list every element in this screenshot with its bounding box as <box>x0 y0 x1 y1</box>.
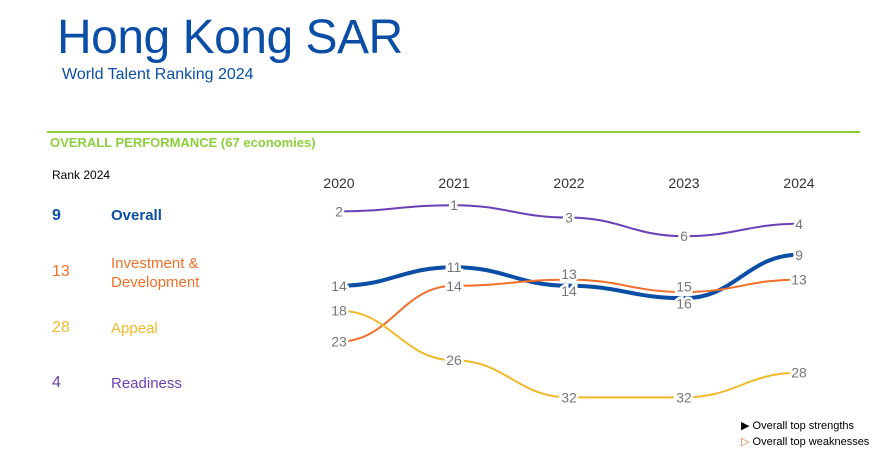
data-label: 28 <box>791 365 807 381</box>
series-line <box>338 204 800 238</box>
legend-strengths: ▶ Overall top strengths <box>741 419 854 432</box>
x-tick-label: 2023 <box>668 175 699 191</box>
investment-label: Investment & Development <box>111 254 199 292</box>
overall-rank: 9 <box>52 207 61 224</box>
x-tick-label: 2020 <box>323 175 354 191</box>
overall-label: Overall <box>111 207 162 224</box>
readiness-label: Readiness <box>111 375 182 392</box>
data-label: 6 <box>680 228 688 244</box>
data-label: 32 <box>676 389 692 405</box>
filled-triangle-icon: ▶ <box>741 420 750 432</box>
data-label: 1 <box>450 197 458 213</box>
rank-header: Rank 2024 <box>52 168 111 182</box>
data-label: 9 <box>795 247 803 263</box>
x-tick-label: 2021 <box>438 175 469 191</box>
data-label: 14 <box>561 283 577 299</box>
data-label: 15 <box>676 279 692 295</box>
data-label: 14 <box>446 278 462 294</box>
x-tick-label: 2024 <box>783 175 814 191</box>
appeal-rank: 28 <box>52 319 70 336</box>
page-subtitle: World Talent Ranking 2024 <box>62 66 254 83</box>
series-line <box>338 252 800 301</box>
section-title: OVERALL PERFORMANCE (67 economies) <box>50 135 316 150</box>
data-label: 23 <box>331 334 347 350</box>
series-line <box>338 309 800 399</box>
outline-triangle-icon: ▷ <box>741 436 750 448</box>
investment-rank: 13 <box>52 263 70 280</box>
section-divider <box>47 131 860 133</box>
investment-label-line1: Investment & <box>111 255 199 272</box>
data-label: 13 <box>561 266 577 282</box>
data-label: 3 <box>565 210 573 226</box>
investment-label-line2: Development <box>111 274 200 291</box>
x-tick-label: 2022 <box>553 175 584 191</box>
page-title: Hong Kong SAR <box>57 11 403 64</box>
appeal-label: Appeal <box>111 320 158 337</box>
data-label: 11 <box>447 259 462 275</box>
legend-weaknesses-label: Overall top weaknesses <box>752 436 870 448</box>
series-line <box>338 278 800 343</box>
legend-strengths-label: Overall top strengths <box>752 420 855 432</box>
data-label: 2 <box>335 203 343 219</box>
data-label: 18 <box>331 303 347 319</box>
data-label: 4 <box>795 216 803 232</box>
readiness-rank: 4 <box>52 374 61 391</box>
data-label: 26 <box>446 352 462 368</box>
data-label: 32 <box>561 389 577 405</box>
data-label: 14 <box>331 278 347 294</box>
data-label: 13 <box>791 272 807 288</box>
data-label: 16 <box>676 296 692 312</box>
legend-weaknesses: ▷ Overall top weaknesses <box>741 435 869 448</box>
